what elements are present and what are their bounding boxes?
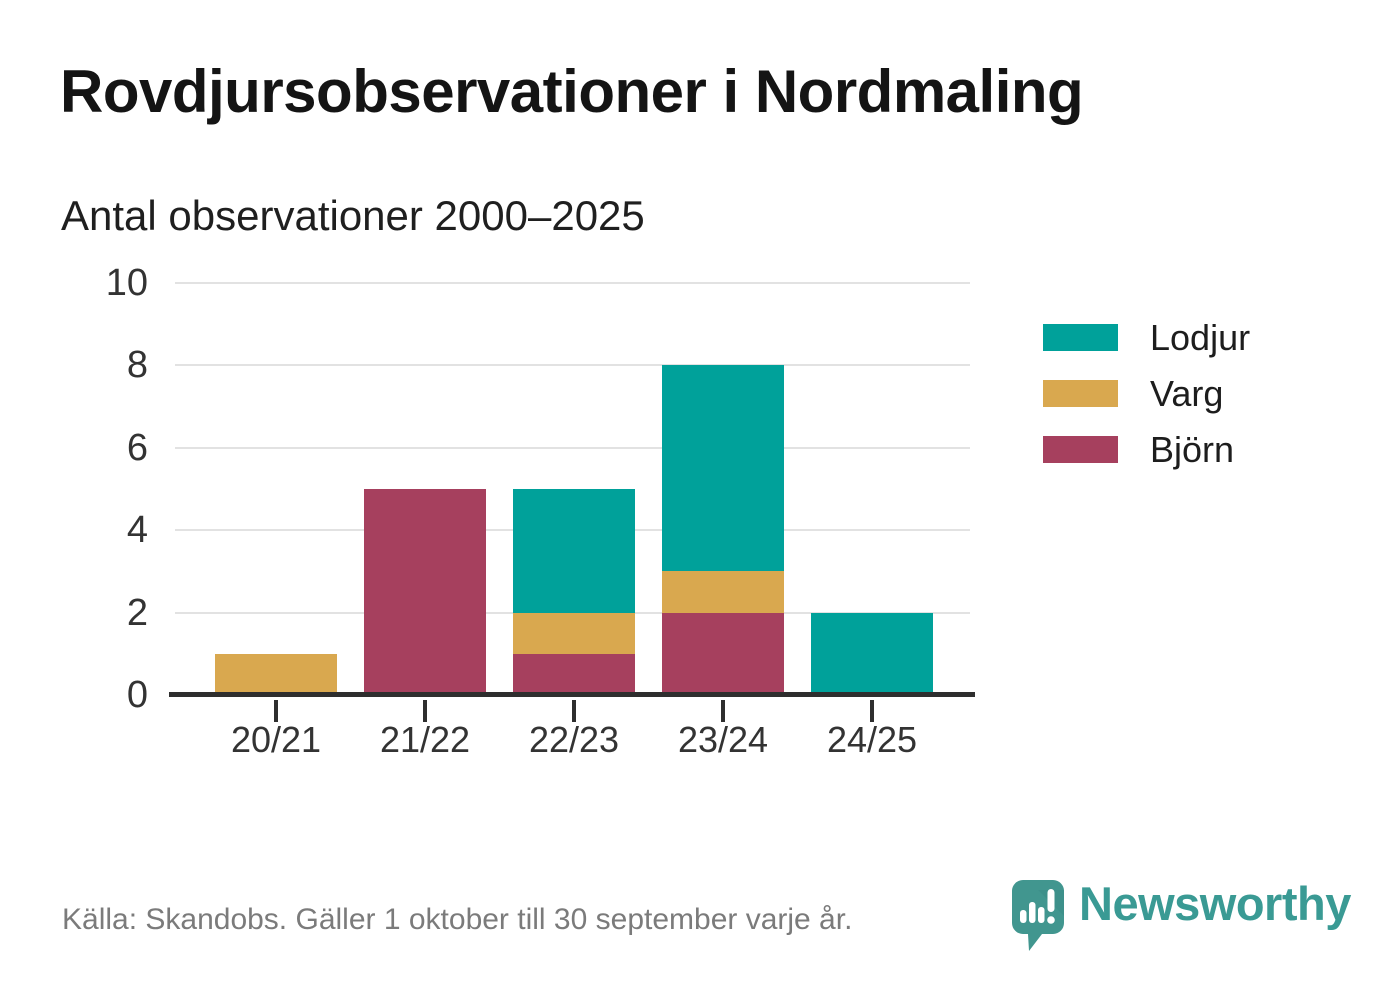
x-tick-20-21	[274, 700, 278, 722]
x-tick-21-22	[423, 700, 427, 722]
x-tick-22-23	[572, 700, 576, 722]
chart-subtitle: Antal observationer 2000–2025	[61, 192, 645, 239]
x-label-24-25: 24/25	[826, 719, 918, 760]
x-label-23-24: 23/24	[677, 719, 769, 760]
x-label-21-22: 21/22	[379, 719, 471, 760]
chart-title: Rovdjursobservationer i Nordmaling	[60, 58, 1084, 125]
source-note: Källa: Skandobs. Gäller 1 oktober till 3…	[62, 903, 853, 936]
bar-20-21-varg	[215, 653, 337, 695]
newsworthy-logo: Newsworthy	[1012, 877, 1351, 952]
bar-23-24-varg	[662, 571, 784, 613]
bar-22-23-varg	[513, 612, 635, 654]
x-label-22-23: 22/23	[528, 719, 620, 760]
bar-22-23-björn	[513, 653, 635, 695]
y-label-8: 8	[126, 344, 148, 387]
gridline-8	[175, 364, 970, 367]
legend-label-varg: Varg	[1150, 372, 1224, 414]
bar-21-22-björn	[364, 489, 486, 695]
bar-22-23-lodjur	[513, 489, 635, 613]
legend-item-lodjur: Lodjur	[1043, 319, 1250, 355]
bar-24-25-lodjur	[811, 612, 933, 695]
newsworthy-wordmark: Newsworthy	[1079, 877, 1351, 930]
newsworthy-icon	[1012, 880, 1064, 951]
legend-swatch-bjrn	[1043, 436, 1118, 463]
legend-item-varg: Varg	[1043, 375, 1250, 411]
y-label-2: 2	[126, 591, 148, 634]
bar-23-24-björn	[662, 612, 784, 695]
x-label-20-21: 20/21	[230, 719, 322, 760]
legend-swatch-varg	[1043, 380, 1118, 407]
gridline-10	[175, 282, 970, 284]
x-tick-23-24	[721, 700, 725, 722]
plot-area: 20/21 21/22 22/23 23/24 24/25	[169, 282, 975, 760]
y-label-10: 10	[105, 262, 148, 304]
gridline-6	[175, 446, 970, 449]
x-axis-line	[169, 692, 975, 697]
y-label-0: 0	[126, 674, 148, 716]
y-label-6: 6	[126, 426, 148, 469]
legend-swatch-lodjur	[1043, 324, 1118, 351]
legend-label-bjrn: Björn	[1150, 428, 1235, 470]
bar-23-24-lodjur	[662, 365, 784, 572]
y-label-4: 4	[126, 509, 148, 552]
gridline-2	[175, 611, 970, 614]
legend: Lodjur Varg Björn	[1043, 319, 1250, 492]
legend-label-lodjur: Lodjur	[1150, 316, 1251, 358]
x-tick-24-25	[870, 700, 874, 722]
legend-item-bjrn: Björn	[1043, 431, 1250, 467]
